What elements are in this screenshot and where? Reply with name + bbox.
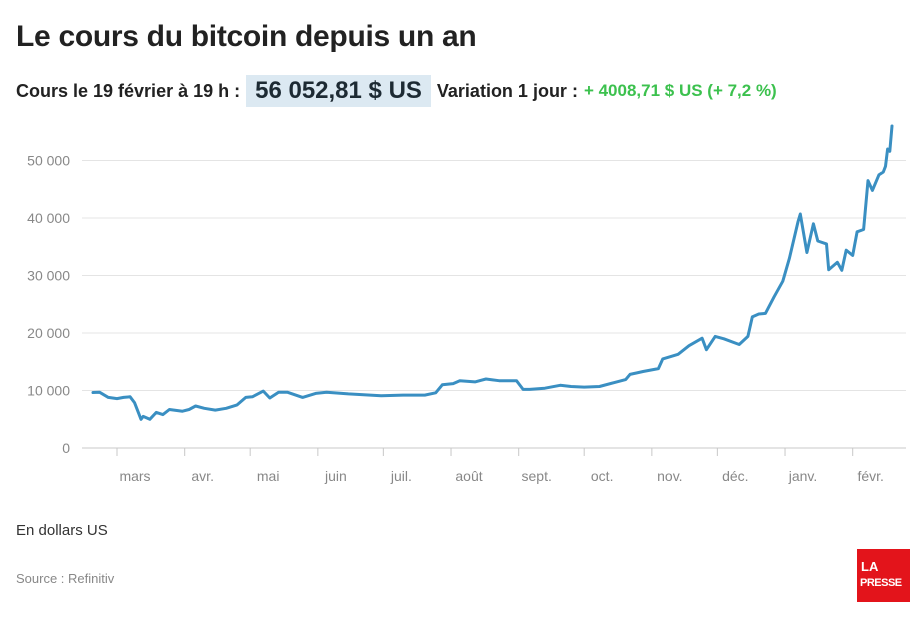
x-tick-label: juil. [390,468,412,484]
variation-value: + 4008,71 $ US (+ 7,2 %) [583,81,777,100]
x-tick-label: janv. [788,468,818,484]
y-tick-label: 10 000 [27,383,70,399]
gridlines [82,160,906,449]
x-tick-label: nov. [657,468,682,484]
y-tick-label: 0 [62,440,70,456]
x-tick-label: mars [119,468,150,484]
x-axis-ticks: mars avr. mai juin juil. août sept. oct. nov. déc… [116,448,884,484]
unit-note: En dollars US [16,522,108,539]
y-tick-label: 20 000 [27,325,70,341]
line-chart: 0 10 000 20 000 30 000 40 000 50 000 mars avr.… [27,124,906,484]
y-tick-label: 40 000 [27,210,70,226]
price-summary: Cours le 19 février à 19 h : 56 052,81 $… [16,72,777,110]
x-tick-label: sept. [522,468,552,484]
chart-title: Le cours du bitcoin depuis un an [16,20,477,53]
x-tick-label: avr. [191,468,214,484]
y-tick-label: 50 000 [27,153,70,169]
y-axis-ticks: 0 10 000 20 000 30 000 40 000 50 000 [27,153,70,457]
x-tick-label: oct. [591,468,614,484]
variation-label: Variation 1 jour : [436,80,578,101]
x-tick-label: févr. [857,468,883,484]
svg-text:LA: LA [861,559,879,574]
svg-text:PRESSE: PRESSE [860,577,902,589]
price-series-line [91,124,894,421]
source-note: Source : Refinitiv [16,571,115,586]
y-tick-label: 30 000 [27,268,70,284]
price-label: Cours le 19 février à 19 h : [16,80,241,101]
x-tick-label: déc. [722,468,748,484]
la-presse-logo: LA PRESSE [857,549,910,602]
x-tick-label: août [455,468,482,484]
x-tick-label: mai [257,468,280,484]
current-price: 56 052,81 $ US [246,75,431,107]
x-tick-label: juin [324,468,347,484]
